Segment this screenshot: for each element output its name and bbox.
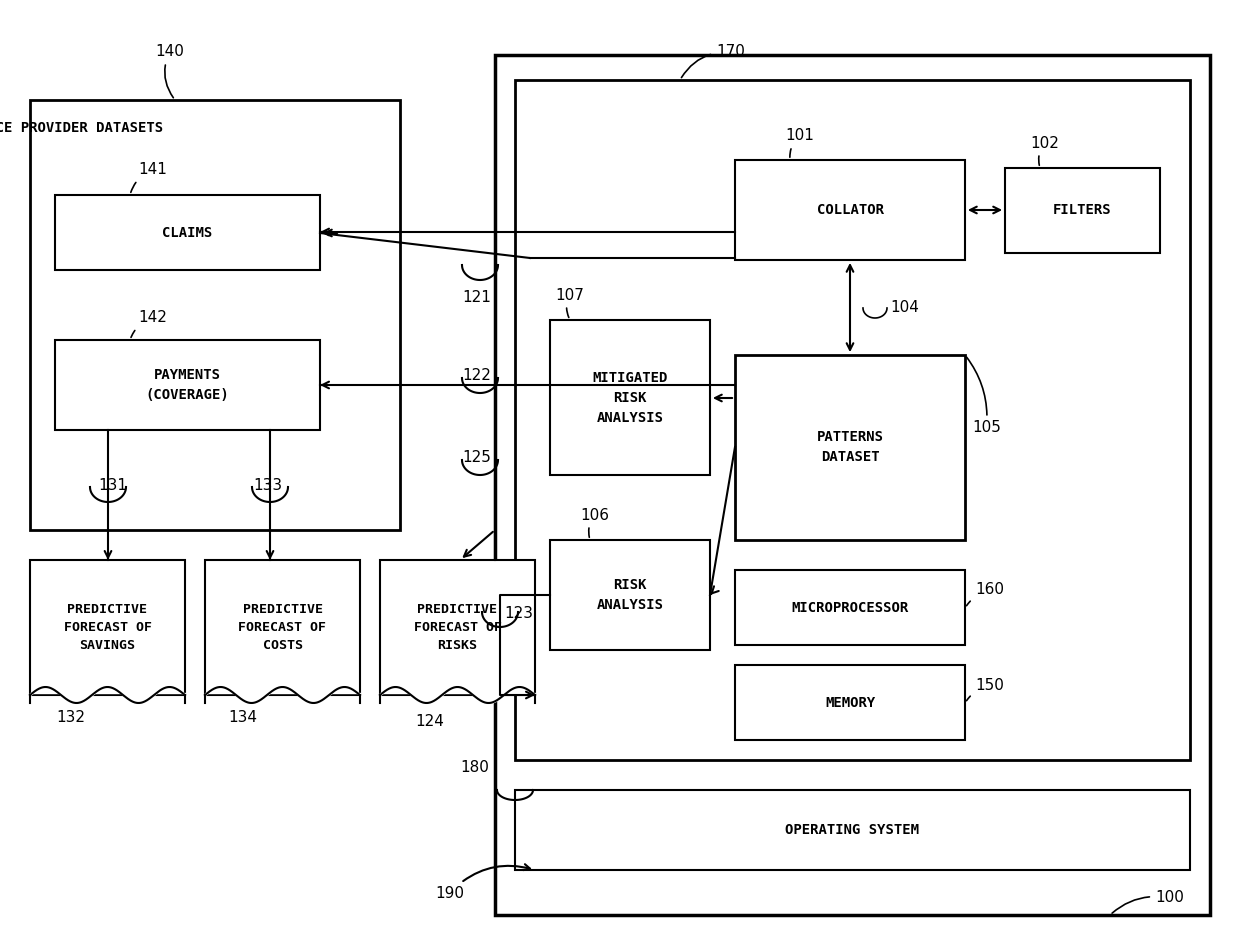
Bar — [735, 665, 965, 740]
Text: 101: 101 — [785, 129, 813, 157]
Bar — [30, 100, 401, 530]
Text: PREDICTIVE
FORECAST OF
SAVINGS: PREDICTIVE FORECAST OF SAVINGS — [63, 603, 151, 652]
Text: COLLATOR: COLLATOR — [816, 203, 883, 217]
Text: 140: 140 — [155, 44, 184, 98]
Text: 142: 142 — [131, 310, 167, 337]
Text: 123: 123 — [503, 605, 533, 620]
Bar — [495, 55, 1210, 915]
Text: MICROPROCESSOR: MICROPROCESSOR — [791, 601, 909, 615]
Bar — [205, 560, 360, 695]
Text: 131: 131 — [98, 478, 126, 493]
Bar — [735, 570, 965, 645]
Text: RISK
ANALYSIS: RISK ANALYSIS — [596, 578, 663, 612]
Bar — [30, 560, 185, 695]
Text: CLAIMS: CLAIMS — [162, 226, 212, 240]
Text: PREDICTIVE
FORECAST OF
COSTS: PREDICTIVE FORECAST OF COSTS — [238, 603, 326, 652]
Text: MITIGATED
RISK
ANALYSIS: MITIGATED RISK ANALYSIS — [593, 371, 667, 425]
Bar — [551, 540, 711, 650]
Text: FILTERS: FILTERS — [1053, 203, 1111, 217]
Bar — [515, 80, 1190, 760]
Text: PAYMENTS
(COVERAGE): PAYMENTS (COVERAGE) — [145, 368, 229, 401]
Text: 150: 150 — [966, 678, 1004, 700]
Bar — [551, 320, 711, 475]
Text: 121: 121 — [463, 290, 491, 306]
Bar — [55, 340, 320, 430]
Bar — [735, 355, 965, 540]
Text: 100: 100 — [1112, 890, 1184, 913]
Bar — [515, 790, 1190, 870]
Text: 160: 160 — [966, 583, 1004, 605]
Text: OPERATING SYSTEM: OPERATING SYSTEM — [785, 823, 919, 837]
Text: 107: 107 — [556, 288, 584, 318]
Text: PATTERNS
DATASET: PATTERNS DATASET — [816, 431, 883, 463]
Text: 122: 122 — [463, 368, 491, 383]
Text: 141: 141 — [130, 163, 167, 193]
Text: 102: 102 — [1030, 135, 1059, 165]
Bar — [379, 560, 534, 695]
Bar — [1004, 168, 1159, 253]
Text: 124: 124 — [415, 714, 444, 729]
Text: 133: 133 — [253, 478, 283, 493]
Text: 180: 180 — [460, 760, 489, 776]
Text: 190: 190 — [435, 864, 529, 901]
Bar — [735, 160, 965, 260]
Text: PREDICTIVE
FORECAST OF
RISKS: PREDICTIVE FORECAST OF RISKS — [413, 603, 501, 652]
Text: 106: 106 — [580, 508, 609, 538]
Text: 132: 132 — [56, 711, 86, 726]
Text: MEMORY: MEMORY — [825, 696, 875, 710]
Text: 134: 134 — [228, 711, 257, 726]
Text: 104: 104 — [890, 301, 919, 316]
Text: 125: 125 — [463, 450, 491, 465]
Text: INSURANCE PROVIDER DATASETS: INSURANCE PROVIDER DATASETS — [0, 121, 164, 135]
Text: 170: 170 — [682, 44, 745, 78]
Text: 105: 105 — [967, 357, 1001, 435]
Bar — [55, 195, 320, 270]
